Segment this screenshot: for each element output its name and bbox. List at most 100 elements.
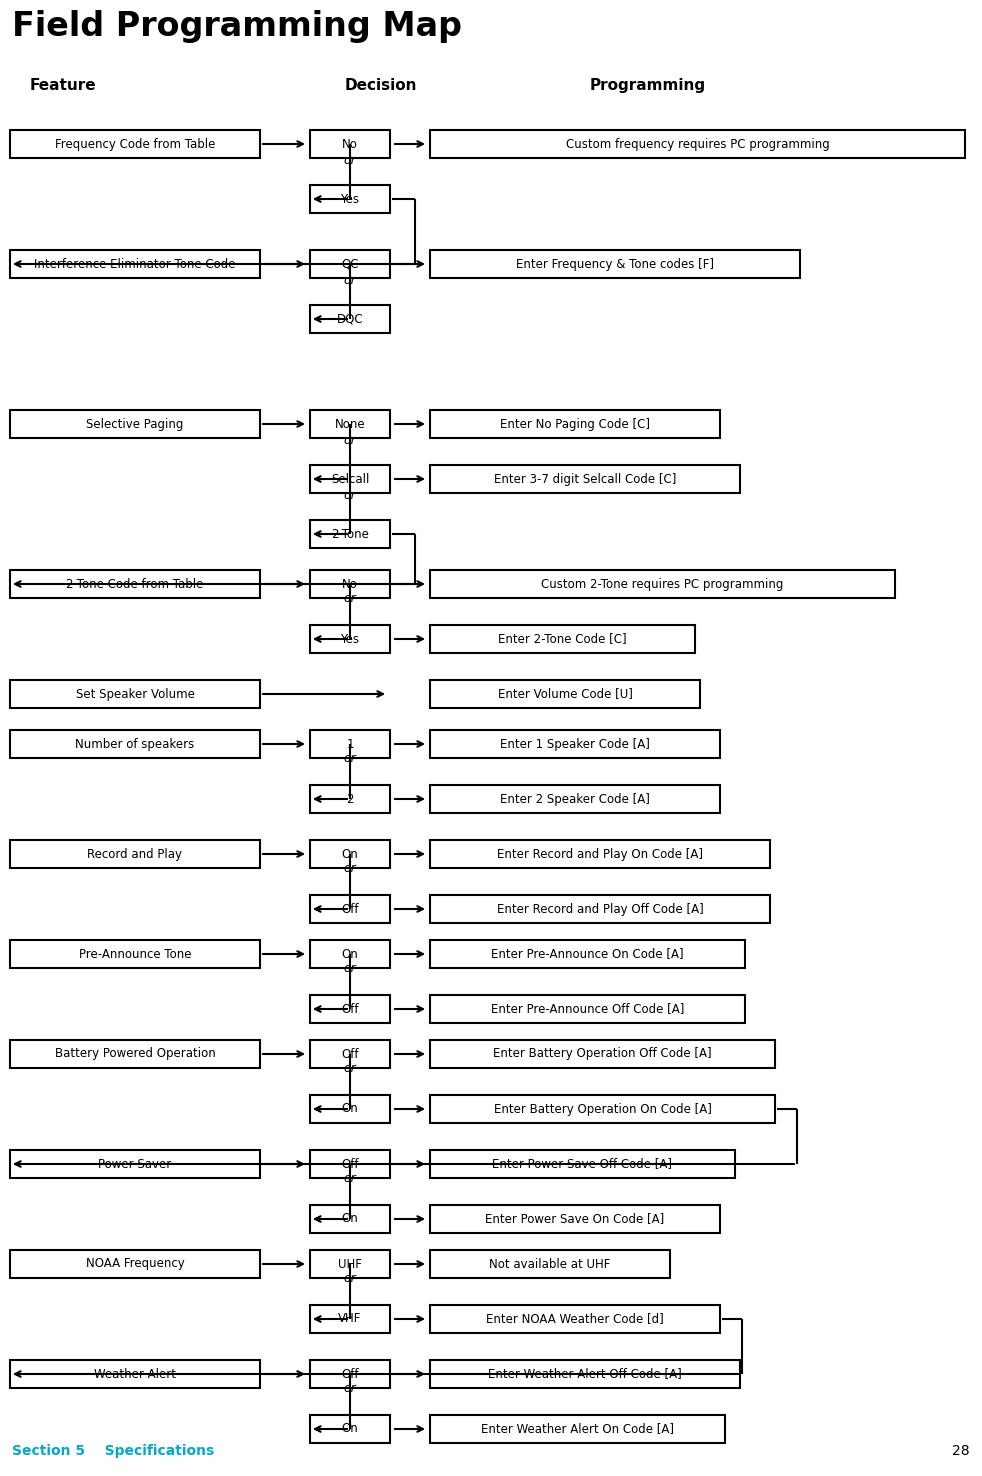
Text: or: or	[344, 751, 356, 765]
Text: Enter 1 Speaker Code [A]: Enter 1 Speaker Code [A]	[500, 738, 650, 750]
Text: Off: Off	[342, 1157, 358, 1170]
Text: Pre-Announce Tone: Pre-Announce Tone	[79, 948, 191, 961]
Bar	[430, 1204, 720, 1232]
Bar	[310, 940, 390, 968]
Bar	[10, 1250, 260, 1278]
Bar	[310, 465, 390, 493]
Text: Record and Play: Record and Play	[87, 847, 183, 861]
Bar	[310, 306, 390, 334]
Text: NOAA Frequency: NOAA Frequency	[85, 1258, 185, 1271]
Bar	[430, 624, 695, 652]
Text: Yes: Yes	[341, 192, 359, 205]
Text: None: None	[335, 418, 365, 431]
Text: No: No	[342, 137, 357, 151]
Bar	[430, 1150, 735, 1178]
Bar	[430, 570, 895, 598]
Bar	[10, 130, 260, 158]
Text: or: or	[344, 1382, 356, 1395]
Text: On: On	[342, 1212, 358, 1225]
Text: Enter Record and Play On Code [A]: Enter Record and Play On Code [A]	[497, 847, 703, 861]
Text: Field Programming Map: Field Programming Map	[12, 10, 462, 43]
Text: UHF: UHF	[338, 1258, 362, 1271]
Bar	[10, 1041, 260, 1069]
Text: Selective Paging: Selective Paging	[86, 418, 184, 431]
Text: QC: QC	[342, 257, 358, 270]
Bar	[310, 1305, 390, 1333]
Text: 2: 2	[347, 793, 354, 806]
Bar	[430, 785, 720, 813]
Text: Custom 2-Tone requires PC programming: Custom 2-Tone requires PC programming	[541, 577, 784, 590]
Text: 2-Tone Code from Table: 2-Tone Code from Table	[67, 577, 203, 590]
Text: or: or	[344, 961, 356, 974]
Bar	[310, 1359, 390, 1387]
Text: Power Saver: Power Saver	[98, 1157, 172, 1170]
Text: Off: Off	[342, 1048, 358, 1060]
Text: Programming: Programming	[590, 78, 706, 93]
Text: or: or	[344, 434, 356, 447]
Text: Off: Off	[342, 902, 358, 915]
Text: Enter Battery Operation On Code [A]: Enter Battery Operation On Code [A]	[494, 1103, 711, 1116]
Bar	[430, 995, 745, 1023]
Bar	[310, 1250, 390, 1278]
Text: or: or	[344, 273, 356, 286]
Text: Enter Pre-Announce On Code [A]: Enter Pre-Announce On Code [A]	[491, 948, 683, 961]
Text: or: or	[344, 592, 356, 605]
Text: Enter No Paging Code [C]: Enter No Paging Code [C]	[500, 418, 650, 431]
Text: or: or	[344, 489, 356, 502]
Bar	[310, 995, 390, 1023]
Text: Enter Battery Operation Off Code [A]: Enter Battery Operation Off Code [A]	[493, 1048, 712, 1060]
Bar	[310, 1150, 390, 1178]
Text: Not available at UHF: Not available at UHF	[489, 1258, 611, 1271]
Bar	[430, 731, 720, 759]
Bar	[310, 624, 390, 652]
Bar	[310, 570, 390, 598]
Text: Enter NOAA Weather Code [d]: Enter NOAA Weather Code [d]	[486, 1312, 664, 1325]
Bar	[430, 1041, 775, 1069]
Text: Enter Power Save Off Code [A]: Enter Power Save Off Code [A]	[493, 1157, 673, 1170]
Bar	[430, 940, 745, 968]
Text: Frequency Code from Table: Frequency Code from Table	[55, 137, 215, 151]
Bar	[430, 1305, 720, 1333]
Bar	[10, 410, 260, 438]
Bar	[10, 570, 260, 598]
Bar	[310, 184, 390, 213]
Bar	[310, 1204, 390, 1232]
Text: Off: Off	[342, 1002, 358, 1015]
Bar	[310, 520, 390, 548]
Bar	[310, 1041, 390, 1069]
Bar	[430, 894, 770, 922]
Text: Yes: Yes	[341, 633, 359, 645]
Bar	[430, 465, 740, 493]
Text: or: or	[344, 1271, 356, 1284]
Bar	[430, 1359, 740, 1387]
Text: VHF: VHF	[339, 1312, 361, 1325]
Text: Enter Power Save On Code [A]: Enter Power Save On Code [A]	[485, 1212, 665, 1225]
Bar	[310, 840, 390, 868]
Bar	[310, 410, 390, 438]
Text: On: On	[342, 948, 358, 961]
Text: Weather Alert: Weather Alert	[94, 1367, 176, 1380]
Text: Battery Powered Operation: Battery Powered Operation	[55, 1048, 215, 1060]
Text: Custom frequency requires PC programming: Custom frequency requires PC programming	[566, 137, 830, 151]
Text: On: On	[342, 847, 358, 861]
Text: Enter 3-7 digit Selcall Code [C]: Enter 3-7 digit Selcall Code [C]	[494, 472, 677, 486]
Bar	[430, 680, 700, 708]
Bar	[310, 731, 390, 759]
Bar	[310, 130, 390, 158]
Bar	[430, 410, 720, 438]
Text: or: or	[344, 1061, 356, 1075]
Bar	[10, 1359, 260, 1387]
Text: Set Speaker Volume: Set Speaker Volume	[76, 688, 194, 701]
Text: Selcall: Selcall	[331, 472, 369, 486]
Bar	[10, 1150, 260, 1178]
Bar	[310, 894, 390, 922]
Text: Enter Frequency & Tone codes [F]: Enter Frequency & Tone codes [F]	[516, 257, 714, 270]
Bar	[10, 731, 260, 759]
Bar	[430, 1095, 775, 1123]
Text: Enter Weather Alert Off Code [A]: Enter Weather Alert Off Code [A]	[488, 1367, 682, 1380]
Text: or: or	[344, 1172, 356, 1185]
Text: Section 5    Specifications: Section 5 Specifications	[12, 1444, 214, 1458]
Bar	[10, 680, 260, 708]
Text: Enter Weather Alert On Code [A]: Enter Weather Alert On Code [A]	[481, 1423, 674, 1436]
Text: 2-Tone: 2-Tone	[331, 527, 369, 540]
